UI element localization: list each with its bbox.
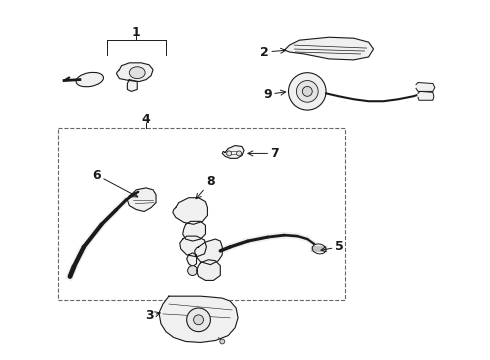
- Text: 5: 5: [321, 240, 343, 253]
- Polygon shape: [173, 198, 207, 224]
- Polygon shape: [187, 253, 196, 267]
- Text: 4: 4: [142, 113, 150, 126]
- Polygon shape: [196, 260, 220, 280]
- Polygon shape: [180, 236, 206, 257]
- Text: 3: 3: [145, 309, 160, 322]
- Polygon shape: [127, 188, 156, 212]
- Polygon shape: [222, 145, 244, 158]
- Polygon shape: [117, 63, 153, 82]
- Polygon shape: [127, 80, 137, 91]
- Ellipse shape: [302, 86, 312, 96]
- Text: 8: 8: [196, 175, 215, 199]
- Ellipse shape: [296, 81, 318, 102]
- Ellipse shape: [194, 315, 203, 325]
- Text: 7: 7: [248, 147, 279, 160]
- Ellipse shape: [129, 67, 145, 78]
- Polygon shape: [418, 91, 434, 100]
- Text: 9: 9: [264, 88, 286, 101]
- Ellipse shape: [227, 151, 232, 156]
- Polygon shape: [159, 296, 238, 342]
- Polygon shape: [416, 82, 435, 91]
- Ellipse shape: [187, 308, 210, 332]
- Bar: [58, 128, 345, 300]
- Ellipse shape: [220, 339, 225, 344]
- Ellipse shape: [237, 151, 242, 156]
- Text: 6: 6: [93, 168, 138, 197]
- Ellipse shape: [188, 266, 197, 275]
- Ellipse shape: [312, 244, 326, 254]
- Text: 1: 1: [132, 26, 141, 39]
- Text: 2: 2: [260, 45, 286, 59]
- Polygon shape: [195, 239, 222, 265]
- Polygon shape: [183, 221, 205, 241]
- Polygon shape: [285, 37, 373, 60]
- Ellipse shape: [76, 72, 103, 87]
- Ellipse shape: [289, 73, 326, 110]
